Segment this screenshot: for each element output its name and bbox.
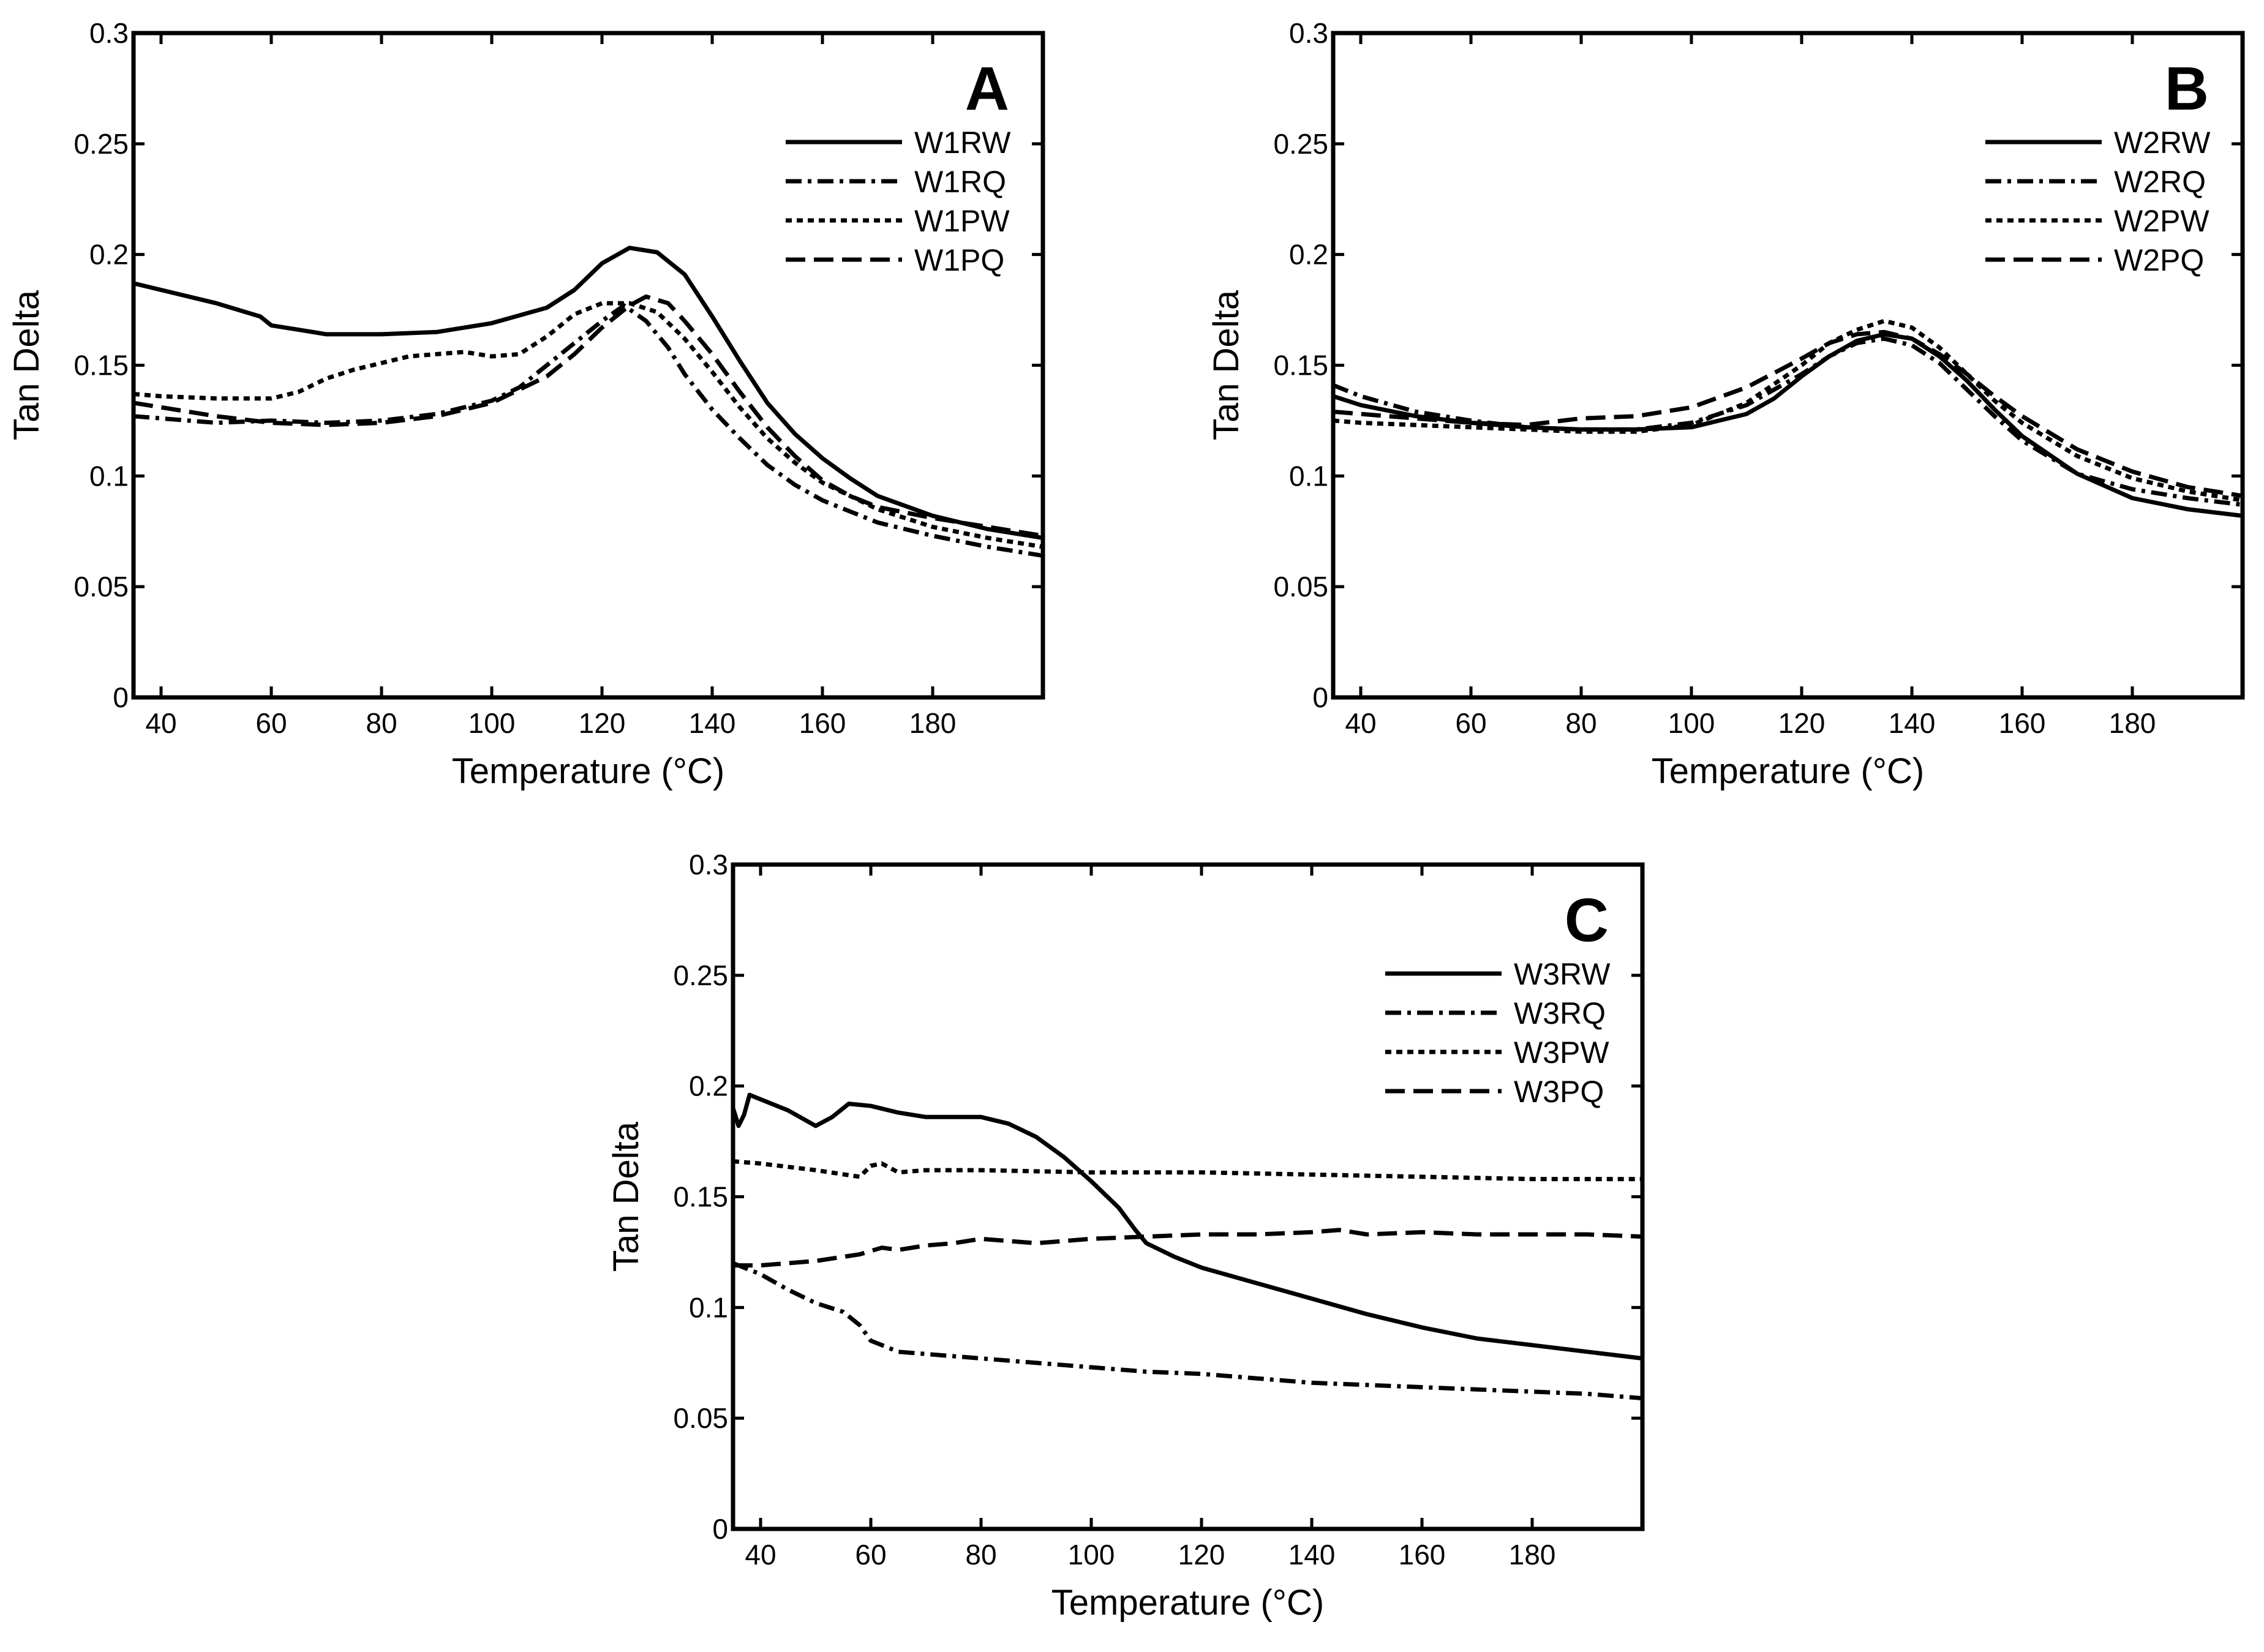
y-tick-label: 0.25 [673, 959, 728, 991]
y-axis-title: Tan Delta [7, 290, 47, 440]
y-tick-label: 0.1 [1289, 460, 1328, 492]
x-tick-label: 180 [2109, 707, 2156, 739]
series-line-w3rq [733, 1261, 1642, 1401]
x-tick-label: 120 [579, 707, 626, 739]
legend-label-w3pw: W3PW [1514, 1035, 1609, 1070]
x-tick-label: 40 [1345, 707, 1376, 739]
legend-label-w2rq: W2RQ [2114, 165, 2206, 199]
panel-label: C [1565, 886, 1609, 955]
x-tick-label: 140 [689, 707, 736, 739]
x-tick-label: 140 [1288, 1539, 1336, 1571]
x-tick-label: 80 [1565, 707, 1596, 739]
series-line-w2pq [1333, 329, 2243, 498]
series-line-w1pq [134, 294, 1043, 538]
legend-label-w3pq: W3PQ [1514, 1075, 1604, 1109]
y-axis-title: Tan Delta [606, 1121, 646, 1272]
series-line-w1rw [134, 246, 1043, 541]
panel-label: B [2165, 54, 2209, 123]
panel-a: 40 60 80 100 120 140 160 180 0 0.05 0.1 0.15 0.2 0.25… [7, 17, 1045, 791]
y-tick-label: 0 [113, 681, 129, 713]
x-axis-title: Temperature (°C) [1652, 751, 1924, 791]
x-tick-label: 60 [1455, 707, 1486, 739]
y-tick-label: 0.2 [89, 239, 129, 271]
x-tick-label: 180 [909, 707, 957, 739]
x-tick-label: 40 [745, 1539, 776, 1571]
legend-label-w1pq: W1PQ [914, 243, 1004, 277]
y-tick-label: 0.15 [673, 1181, 728, 1213]
x-tick-label: 160 [1399, 1539, 1446, 1571]
series-line-w3pw [733, 1159, 1642, 1182]
x-tick-label: 80 [965, 1539, 996, 1571]
legend-label-w2rw: W2RW [2114, 126, 2211, 160]
x-tick-label: 100 [468, 707, 516, 739]
y-tick-label: 0.2 [1289, 239, 1328, 271]
legend-label-w1rq: W1RQ [914, 165, 1006, 199]
y-tick-label: 0.25 [73, 128, 129, 160]
x-tick-label: 80 [366, 707, 397, 739]
legend-c: W3RW W3RQ W3PW W3PQ [1385, 957, 1611, 1109]
legend-b: W2RW W2RQ W2PW W2PQ [1985, 126, 2211, 277]
y-axis-title: Tan Delta [1206, 290, 1246, 440]
y-tick-label: 0.3 [89, 17, 129, 49]
x-tick-label: 100 [1068, 1539, 1115, 1571]
legend-a: W1RW W1RQ W1PW W1PQ [786, 126, 1011, 277]
series-line-w1rq [134, 303, 1043, 558]
panel-c: 40 60 80 100 120 140 160 180 0 0.05 0.1 0.15 0.2 0.25… [606, 849, 1645, 1623]
panel-label: A [965, 54, 1009, 123]
legend-label-w1pw: W1PW [914, 204, 1010, 238]
legend-label-w3rw: W3RW [1514, 957, 1611, 991]
x-axis-title: Temperature (°C) [1051, 1583, 1324, 1623]
series-group-c [733, 1092, 1642, 1401]
x-tick-label: 180 [1509, 1539, 1556, 1571]
series-line-w3rw [733, 1092, 1642, 1361]
x-tick-label: 140 [1889, 707, 1936, 739]
y-tick-label: 0.3 [689, 849, 728, 880]
legend-label-w1rw: W1RW [914, 126, 1011, 160]
y-tick-label: 0.15 [1273, 350, 1328, 381]
series-line-w3pq [733, 1228, 1642, 1268]
y-tick-label: 0 [1312, 681, 1328, 713]
y-tick-label: 0.15 [73, 350, 129, 381]
series-line-w2rq [1333, 336, 2243, 507]
x-axis-title: Temperature (°C) [452, 751, 724, 791]
y-tick-label: 0.05 [673, 1402, 728, 1434]
y-tick-label: 0 [712, 1513, 728, 1545]
y-tick-label: 0.3 [1289, 17, 1328, 49]
x-tick-label: 160 [1999, 707, 2046, 739]
x-tick-label: 120 [1778, 707, 1826, 739]
series-group-b [1333, 318, 2243, 518]
y-tick-label: 0.05 [1273, 571, 1328, 603]
x-tick-label: 60 [855, 1539, 886, 1571]
series-line-w2pw [1333, 318, 2243, 503]
panel-b: 40 60 80 100 120 140 160 180 0 0.05 0.1 0.15 0.2 0.25… [1206, 17, 2245, 791]
legend-label-w2pw: W2PW [2114, 204, 2209, 238]
series-line-w1pw [134, 301, 1043, 549]
x-tick-label: 60 [255, 707, 287, 739]
x-tick-label: 120 [1178, 1539, 1225, 1571]
x-tick-label: 40 [145, 707, 176, 739]
y-tick-label: 0.1 [689, 1291, 728, 1323]
y-tick-label: 0.25 [1273, 128, 1328, 160]
series-group-a [134, 246, 1043, 558]
legend-label-w2pq: W2PQ [2114, 243, 2204, 277]
x-tick-label: 160 [799, 707, 846, 739]
x-tick-label: 100 [1668, 707, 1715, 739]
y-tick-label: 0.2 [689, 1070, 728, 1102]
y-tick-label: 0.1 [89, 460, 129, 492]
legend-label-w3rq: W3RQ [1514, 996, 1606, 1031]
y-tick-label: 0.05 [73, 571, 129, 603]
